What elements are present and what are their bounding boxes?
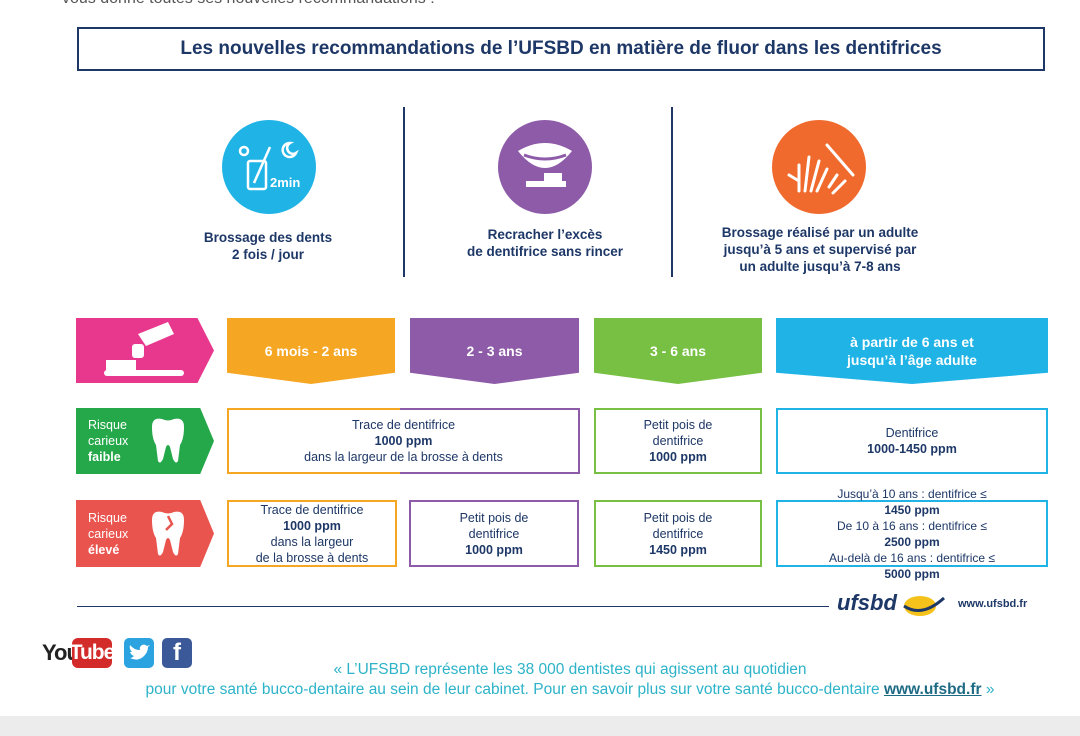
page-title: Les nouvelles recommandations de l’UFSBD… (77, 27, 1045, 71)
youtube-logo-tube[interactable]: Tube (70, 638, 115, 668)
cut-off-intro-text: vous donne toutes ses nouvelles recomman… (62, 0, 435, 8)
cell-high-6y-adult: Jusqu’à 10 ans : dentifrice ≤ 1450 ppm D… (776, 487, 1048, 581)
age-band-2-3y: 2 - 3 ans (410, 318, 579, 384)
tip-supervision-caption: Brossage réalisé par un adulte jusqu’à 5 … (721, 225, 919, 274)
cell-low-3-6y: Petit pois de dentifrice 1000 ppm (594, 408, 762, 474)
footer-website[interactable]: www.ufsbd.fr (958, 598, 1028, 610)
cell-low-6m-3y: Trace de dentifrice 1000 ppm dans la lar… (227, 408, 580, 474)
bottom-bar (0, 716, 1080, 736)
cell-low-6y-adult: Dentifrice 1000-1450 ppm (776, 408, 1048, 474)
tip-brushing-caption: Brossage des dents 2 fois / jour (203, 230, 333, 262)
ufsbd-link[interactable]: www.ufsbd.fr (883, 681, 982, 698)
twitter-icon[interactable] (124, 638, 154, 668)
age-band-6m-2y: 6 mois - 2 ans (227, 318, 395, 384)
cell-high-3-6y: Petit pois de dentifrice 1450 ppm (594, 500, 762, 567)
footer-divider (77, 606, 829, 607)
footer-quote-line2: pour votre santé bucco-dentaire au sein … (145, 681, 995, 698)
footer-quote-line1: « L’UFSBD représente les 38 000 dentiste… (333, 661, 807, 678)
age-band-3-6y: 3 - 6 ans (594, 318, 762, 384)
risk-high-label: Risque carieux élevé (76, 500, 214, 567)
toothbrush-cup-icon: 2min (222, 120, 316, 214)
cell-high-2-3y: Petit pois de dentifrice 1000 ppm (409, 500, 579, 567)
adult-child-hands-icon (772, 120, 866, 214)
cell-high-6m-2y: Trace de dentifrice 1000 ppm dans la lar… (227, 500, 397, 567)
ufsbd-smile-logo-icon (900, 592, 946, 618)
tip-spit-caption: Recracher l’excès de dentifrice sans rinc… (466, 227, 624, 259)
facebook-icon[interactable]: f (162, 638, 192, 668)
mouth-spit-icon (498, 120, 592, 214)
toothpaste-banner (76, 318, 214, 383)
risk-low-label: Risque carieux faible (76, 408, 214, 474)
ufsbd-logo: ufsbd (837, 590, 897, 615)
toothbrush-paste-icon (104, 322, 184, 376)
column-divider (671, 107, 673, 277)
column-divider (403, 107, 405, 277)
svg-text:2min: 2min (270, 175, 300, 190)
age-band-6y-adult: à partir de 6 ans et jusqu’à l’âge adulte (776, 318, 1048, 384)
tooth-icon (152, 418, 184, 463)
decayed-tooth-icon (152, 511, 184, 556)
